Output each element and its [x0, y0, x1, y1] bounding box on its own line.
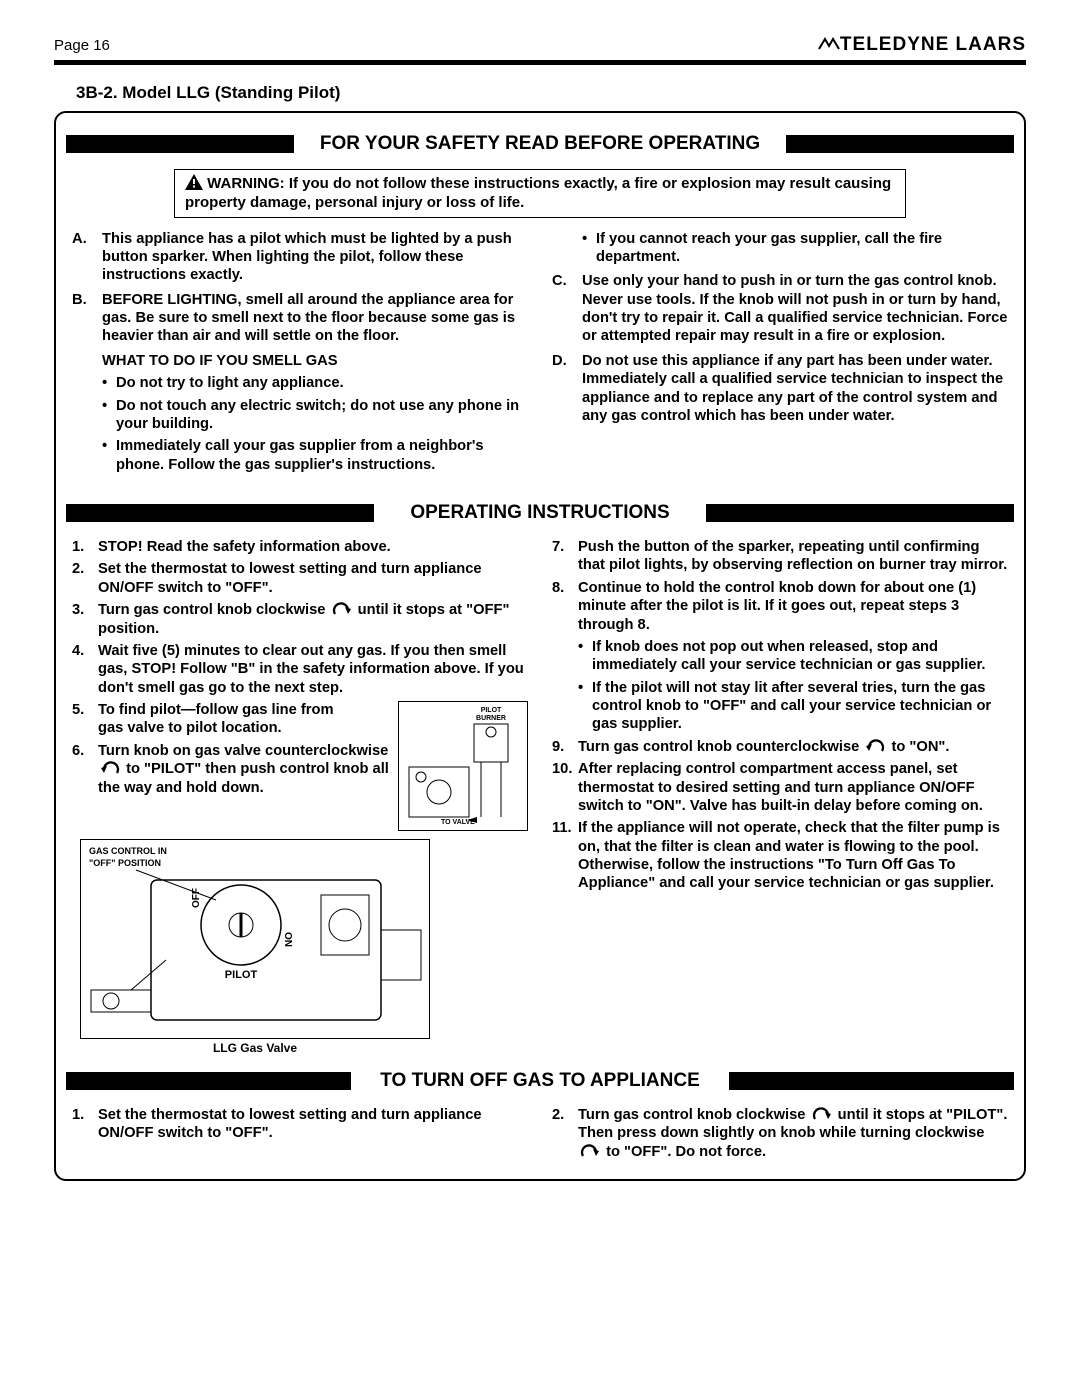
page: Page 16 TELEDYNE LAARS 3B-2. Model LLG (… — [0, 0, 1080, 1397]
svg-text:PILOT: PILOT — [225, 969, 258, 981]
counterclockwise-arrow-icon — [865, 738, 885, 754]
op-step-7: Push the button of the sparker, repeatin… — [578, 538, 1008, 575]
smell-bullet: Do not touch any electric switch; do not… — [102, 397, 528, 434]
item-B: BEFORE LIGHTING, smell all around the ap… — [102, 291, 528, 346]
svg-text:PILOT: PILOT — [481, 707, 502, 714]
operating-columns: 1.STOP! Read the safety information abov… — [72, 538, 1008, 1060]
turnoff-columns: 1.Set the thermostat to lowest setting a… — [72, 1106, 1008, 1165]
smell-bullets: Do not try to light any appliance. Do no… — [102, 374, 528, 474]
warning-text: WARNING: If you do not follow these inst… — [185, 175, 891, 211]
header-rule — [54, 60, 1026, 65]
ops-left-col: 1.STOP! Read the safety information abov… — [72, 538, 528, 1060]
op-step-11: If the appliance will not operate, check… — [578, 819, 1008, 893]
header: Page 16 TELEDYNE LAARS — [54, 34, 1026, 56]
main-box: FOR YOUR SAFETY READ BEFORE OPERATING WA… — [54, 111, 1026, 1181]
item-C: Use only your hand to push in or turn th… — [582, 272, 1008, 346]
turnoff-right-col: 2. Turn gas control knob clockwise until… — [552, 1106, 1008, 1165]
pilot-burner-diagram: PILOT BURNER TO VALVE — [398, 701, 528, 831]
safety-title: FOR YOUR SAFETY READ BEFORE OPERATING — [312, 129, 768, 159]
safety-columns: A.This appliance has a pilot which must … — [72, 230, 1008, 481]
clockwise-arrow-icon — [332, 601, 352, 617]
smell-bullet: Do not try to light any appliance. — [102, 374, 528, 392]
svg-text:GAS CONTROL IN: GAS CONTROL IN — [89, 846, 167, 856]
turnoff-left-col: 1.Set the thermostat to lowest setting a… — [72, 1106, 528, 1165]
svg-text:BURNER: BURNER — [476, 715, 506, 722]
op-step-5: To find pilot—follow gas line from gas v… — [98, 701, 358, 738]
safety-left-col: A.This appliance has a pilot which must … — [72, 230, 528, 481]
ops-right-col: 7.Push the button of the sparker, repeat… — [552, 538, 1008, 1060]
gas-valve-caption: LLG Gas Valve — [80, 1041, 430, 1056]
model-subtitle: 3B-2. Model LLG (Standing Pilot) — [76, 83, 1026, 103]
smell-bullet: Immediately call your gas supplier from … — [102, 437, 528, 474]
op-step-8: Continue to hold the control knob down f… — [578, 579, 1008, 634]
op-step-1: STOP! Read the safety information above. — [98, 538, 391, 556]
clockwise-arrow-icon — [580, 1143, 600, 1159]
warning-icon — [185, 174, 203, 190]
op-step-3: Turn gas control knob clockwise until it… — [98, 601, 528, 638]
op-step-2: Set the thermostat to lowest setting and… — [98, 560, 528, 597]
op-step-8-bullets: If knob does not pop out when released, … — [578, 638, 1008, 734]
op8-bullet: If the pilot will not stay lit after sev… — [578, 679, 1008, 734]
turnoff-step-1: Set the thermostat to lowest setting and… — [98, 1106, 528, 1143]
smell-heading: WHAT TO DO IF YOU SMELL GAS — [102, 352, 528, 370]
turnoff-step-2: Turn gas control knob clockwise until it… — [578, 1106, 1008, 1161]
svg-text:"OFF" POSITION: "OFF" POSITION — [89, 858, 161, 868]
turnoff-band: TO TURN OFF GAS TO APPLIANCE — [66, 1066, 1014, 1096]
operating-title: OPERATING INSTRUCTIONS — [402, 498, 677, 528]
clockwise-arrow-icon — [812, 1106, 832, 1122]
brand-logo: TELEDYNE LAARS — [818, 34, 1026, 56]
svg-text:ON: ON — [282, 932, 293, 947]
op-step-10: After replacing control compartment acce… — [578, 760, 1008, 815]
page-number: Page 16 — [54, 37, 110, 54]
turnoff-title: TO TURN OFF GAS TO APPLIANCE — [372, 1066, 708, 1096]
op-step-9: Turn gas control knob counterclockwise t… — [578, 738, 949, 756]
op-step-6: Turn knob on gas valve counterclockwise … — [98, 742, 392, 797]
safety-right-col: If you cannot reach your gas supplier, c… — [552, 230, 1008, 481]
warning-box: WARNING: If you do not follow these inst… — [174, 169, 906, 218]
op-step-4: Wait five (5) minutes to clear out any g… — [98, 642, 528, 697]
safety-band: FOR YOUR SAFETY READ BEFORE OPERATING — [66, 129, 1014, 159]
item-D: Do not use this appliance if any part ha… — [582, 352, 1008, 426]
operating-band: OPERATING INSTRUCTIONS — [66, 498, 1014, 528]
item-A: This appliance has a pilot which must be… — [102, 230, 528, 285]
gas-valve-diagram: GAS CONTROL IN "OFF" POSITION OFF ON PIL… — [80, 839, 430, 1039]
op8-bullet: If knob does not pop out when released, … — [578, 638, 1008, 675]
svg-text:OFF: OFF — [191, 888, 202, 908]
counterclockwise-arrow-icon — [100, 760, 120, 776]
supplier-bullet: If you cannot reach your gas supplier, c… — [582, 230, 1008, 267]
